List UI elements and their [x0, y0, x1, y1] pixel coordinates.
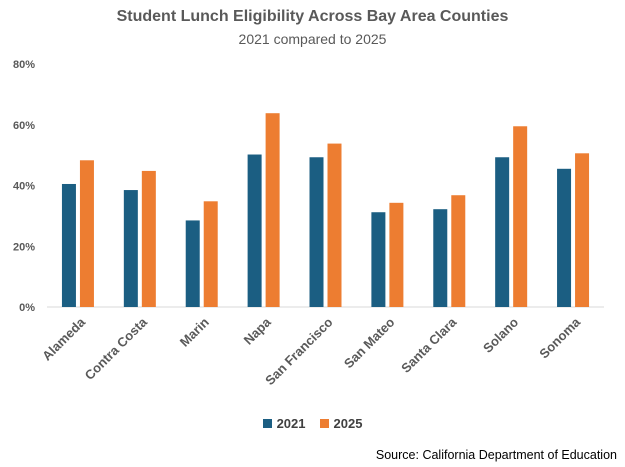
bar-san-francisco-2025 — [327, 143, 342, 307]
chart-subtitle: 2021 compared to 2025 — [238, 31, 387, 47]
bar-san-mateo-2025 — [389, 202, 404, 307]
bar-alameda-2021 — [61, 183, 76, 307]
bar-contra-costa-2021 — [123, 190, 138, 307]
bar-san-mateo-2021 — [371, 212, 386, 307]
bar-napa-2021 — [247, 154, 262, 307]
legend-item-2025: 2025 — [319, 416, 363, 431]
legend-swatch-2025 — [319, 419, 329, 428]
x-tick-label-napa: Napa — [241, 314, 275, 348]
legend: 2021 2025 — [0, 416, 625, 431]
x-tick-label-contra-costa: Contra Costa — [82, 314, 151, 383]
bars — [61, 113, 590, 308]
x-tick-label-marin: Marin — [177, 314, 212, 349]
bar-santa-clara-2021 — [433, 209, 448, 307]
y-axis: 0% 20% 40% 60% 80% — [13, 59, 35, 314]
y-tick-label: 80% — [13, 59, 35, 71]
x-tick-label-santa-clara: Santa Clara — [398, 314, 460, 376]
source-note: Source: California Department of Educati… — [375, 448, 617, 462]
bar-sonoma-2021 — [557, 168, 572, 307]
legend-swatch-2021 — [262, 419, 272, 428]
bar-contra-costa-2025 — [141, 170, 156, 307]
y-tick-label: 20% — [13, 241, 35, 253]
x-tick-label-alameda: Alameda — [39, 314, 88, 363]
legend-label-2025: 2025 — [333, 416, 363, 431]
x-tick-label-solano: Solano — [480, 314, 521, 355]
y-tick-label: 0% — [19, 302, 35, 314]
bar-santa-clara-2025 — [451, 195, 466, 307]
bar-solano-2025 — [513, 126, 528, 307]
bar-sonoma-2025 — [575, 153, 590, 307]
y-tick-label: 40% — [13, 181, 35, 193]
bar-napa-2025 — [265, 113, 280, 308]
x-tick-label-sonoma: Sonoma — [536, 314, 583, 361]
legend-label-2021: 2021 — [276, 416, 306, 431]
bar-marin-2025 — [203, 201, 218, 307]
x-tick-label-san-mateo: San Mateo — [341, 314, 398, 371]
legend-item-2021: 2021 — [262, 416, 306, 431]
y-tick-label: 60% — [13, 120, 35, 132]
bar-san-francisco-2021 — [309, 157, 324, 307]
bar-marin-2021 — [185, 220, 200, 307]
chart-title: Student Lunch Eligibility Across Bay Are… — [116, 8, 509, 25]
bar-alameda-2025 — [79, 160, 94, 307]
bar-solano-2021 — [495, 157, 510, 307]
